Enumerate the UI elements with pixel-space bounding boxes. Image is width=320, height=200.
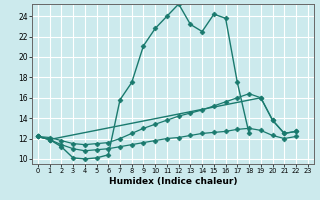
X-axis label: Humidex (Indice chaleur): Humidex (Indice chaleur) [108, 177, 237, 186]
